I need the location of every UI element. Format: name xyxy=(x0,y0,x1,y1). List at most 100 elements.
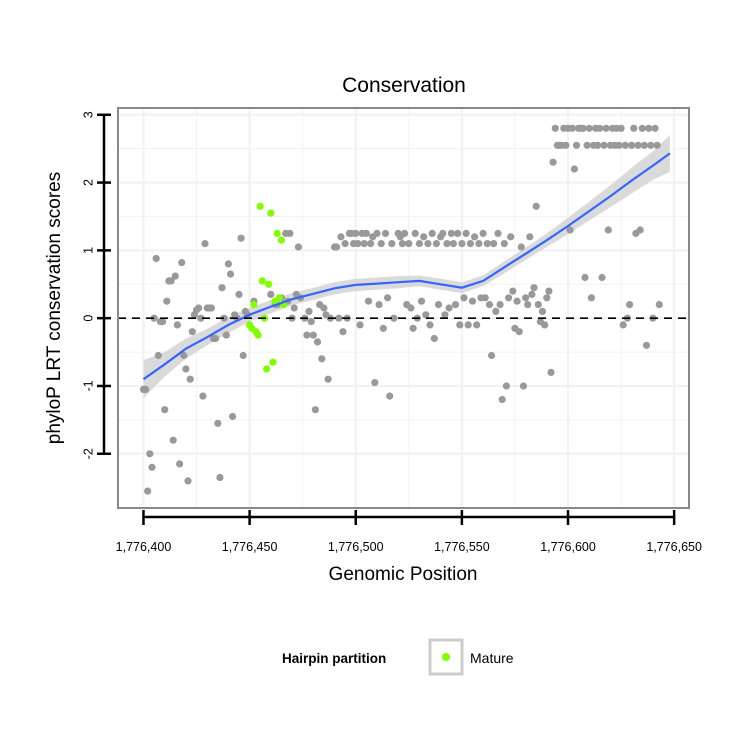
data-point xyxy=(642,341,651,349)
data-point xyxy=(239,351,247,360)
data-point xyxy=(468,297,477,305)
data-point xyxy=(362,229,370,237)
data-point xyxy=(464,321,472,329)
data-point xyxy=(617,124,625,132)
data-point xyxy=(572,141,581,149)
y-tick-label: 2 xyxy=(81,179,95,186)
data-point xyxy=(513,297,521,305)
data-point xyxy=(188,328,196,336)
data-point xyxy=(490,240,498,248)
data-point xyxy=(237,234,245,242)
data-point xyxy=(222,331,230,339)
data-point xyxy=(655,301,663,309)
data-point xyxy=(443,240,451,248)
x-tick-label: 1,776,450 xyxy=(222,540,278,554)
data-point xyxy=(524,301,532,309)
data-point xyxy=(159,318,167,326)
data-point xyxy=(653,141,661,149)
data-point xyxy=(146,450,154,458)
data-point xyxy=(235,290,243,298)
data-point xyxy=(528,290,536,298)
data-point xyxy=(417,297,426,305)
data-point xyxy=(634,141,642,149)
data-point xyxy=(651,124,659,132)
data-point xyxy=(356,321,364,329)
data-point xyxy=(502,382,510,390)
data-point xyxy=(570,165,579,173)
data-point xyxy=(581,273,589,282)
data-point xyxy=(449,240,457,248)
data-point xyxy=(543,294,551,302)
legend-label-mature: Mature xyxy=(470,650,514,666)
data-point xyxy=(163,297,171,305)
data-point xyxy=(307,318,315,326)
data-point xyxy=(645,124,653,132)
data-point xyxy=(604,226,612,234)
data-point xyxy=(286,229,294,237)
data-point xyxy=(150,314,158,322)
x-tick-label: 1,776,400 xyxy=(116,540,172,554)
smooth-line-group xyxy=(142,152,671,381)
data-point xyxy=(587,294,596,302)
data-point xyxy=(144,487,152,495)
data-point xyxy=(519,382,528,390)
data-point xyxy=(456,321,464,329)
data-point xyxy=(441,311,449,319)
data-point xyxy=(585,124,593,132)
data-point xyxy=(549,158,557,166)
data-point xyxy=(522,294,530,302)
data-point xyxy=(379,324,387,332)
data-point xyxy=(384,294,392,302)
grid-lines xyxy=(118,108,689,508)
data-point xyxy=(216,473,224,482)
data-point xyxy=(224,260,232,268)
data-point xyxy=(333,243,341,251)
data-point xyxy=(381,229,390,237)
data-point xyxy=(647,141,655,149)
data-point xyxy=(197,314,205,322)
data-point xyxy=(462,229,470,237)
x-tick-label: 1,776,650 xyxy=(646,540,702,554)
y-axis-title: phyloP LRT conservation scores xyxy=(44,172,65,445)
data-point xyxy=(375,301,383,309)
data-point xyxy=(409,324,417,332)
data-point xyxy=(398,240,406,248)
data-point xyxy=(460,294,468,302)
data-point xyxy=(226,270,235,278)
mature-point xyxy=(258,277,266,285)
data-point xyxy=(167,277,175,285)
data-point xyxy=(530,284,538,292)
data-point xyxy=(388,240,396,248)
plot-panel-border xyxy=(117,107,690,509)
data-point xyxy=(420,233,428,241)
x-tick-label: 1,776,550 xyxy=(434,540,490,554)
data-point xyxy=(638,124,646,132)
data-point xyxy=(201,240,209,248)
data-point xyxy=(507,233,515,241)
data-point xyxy=(505,294,513,302)
data-point xyxy=(517,243,525,251)
data-point xyxy=(432,240,440,248)
data-point xyxy=(566,226,574,234)
chart-title: Conservation xyxy=(342,74,466,97)
data-point xyxy=(483,240,491,248)
data-point xyxy=(229,412,237,421)
data-point xyxy=(207,304,215,312)
data-point xyxy=(479,229,487,237)
data-point xyxy=(424,240,432,248)
mature-point xyxy=(254,331,262,339)
data-point xyxy=(220,314,228,322)
data-point xyxy=(526,233,534,241)
data-point xyxy=(621,141,629,149)
data-point xyxy=(534,301,542,309)
data-point xyxy=(311,406,319,414)
data-point xyxy=(309,331,317,339)
y-tick-label: -2 xyxy=(81,448,95,459)
data-point xyxy=(161,406,169,414)
data-point xyxy=(318,355,326,363)
data-point xyxy=(473,321,481,329)
data-point xyxy=(447,229,455,237)
legend: Hairpin partition Mature xyxy=(282,638,514,676)
data-point xyxy=(171,272,179,280)
mature-point xyxy=(256,202,264,210)
